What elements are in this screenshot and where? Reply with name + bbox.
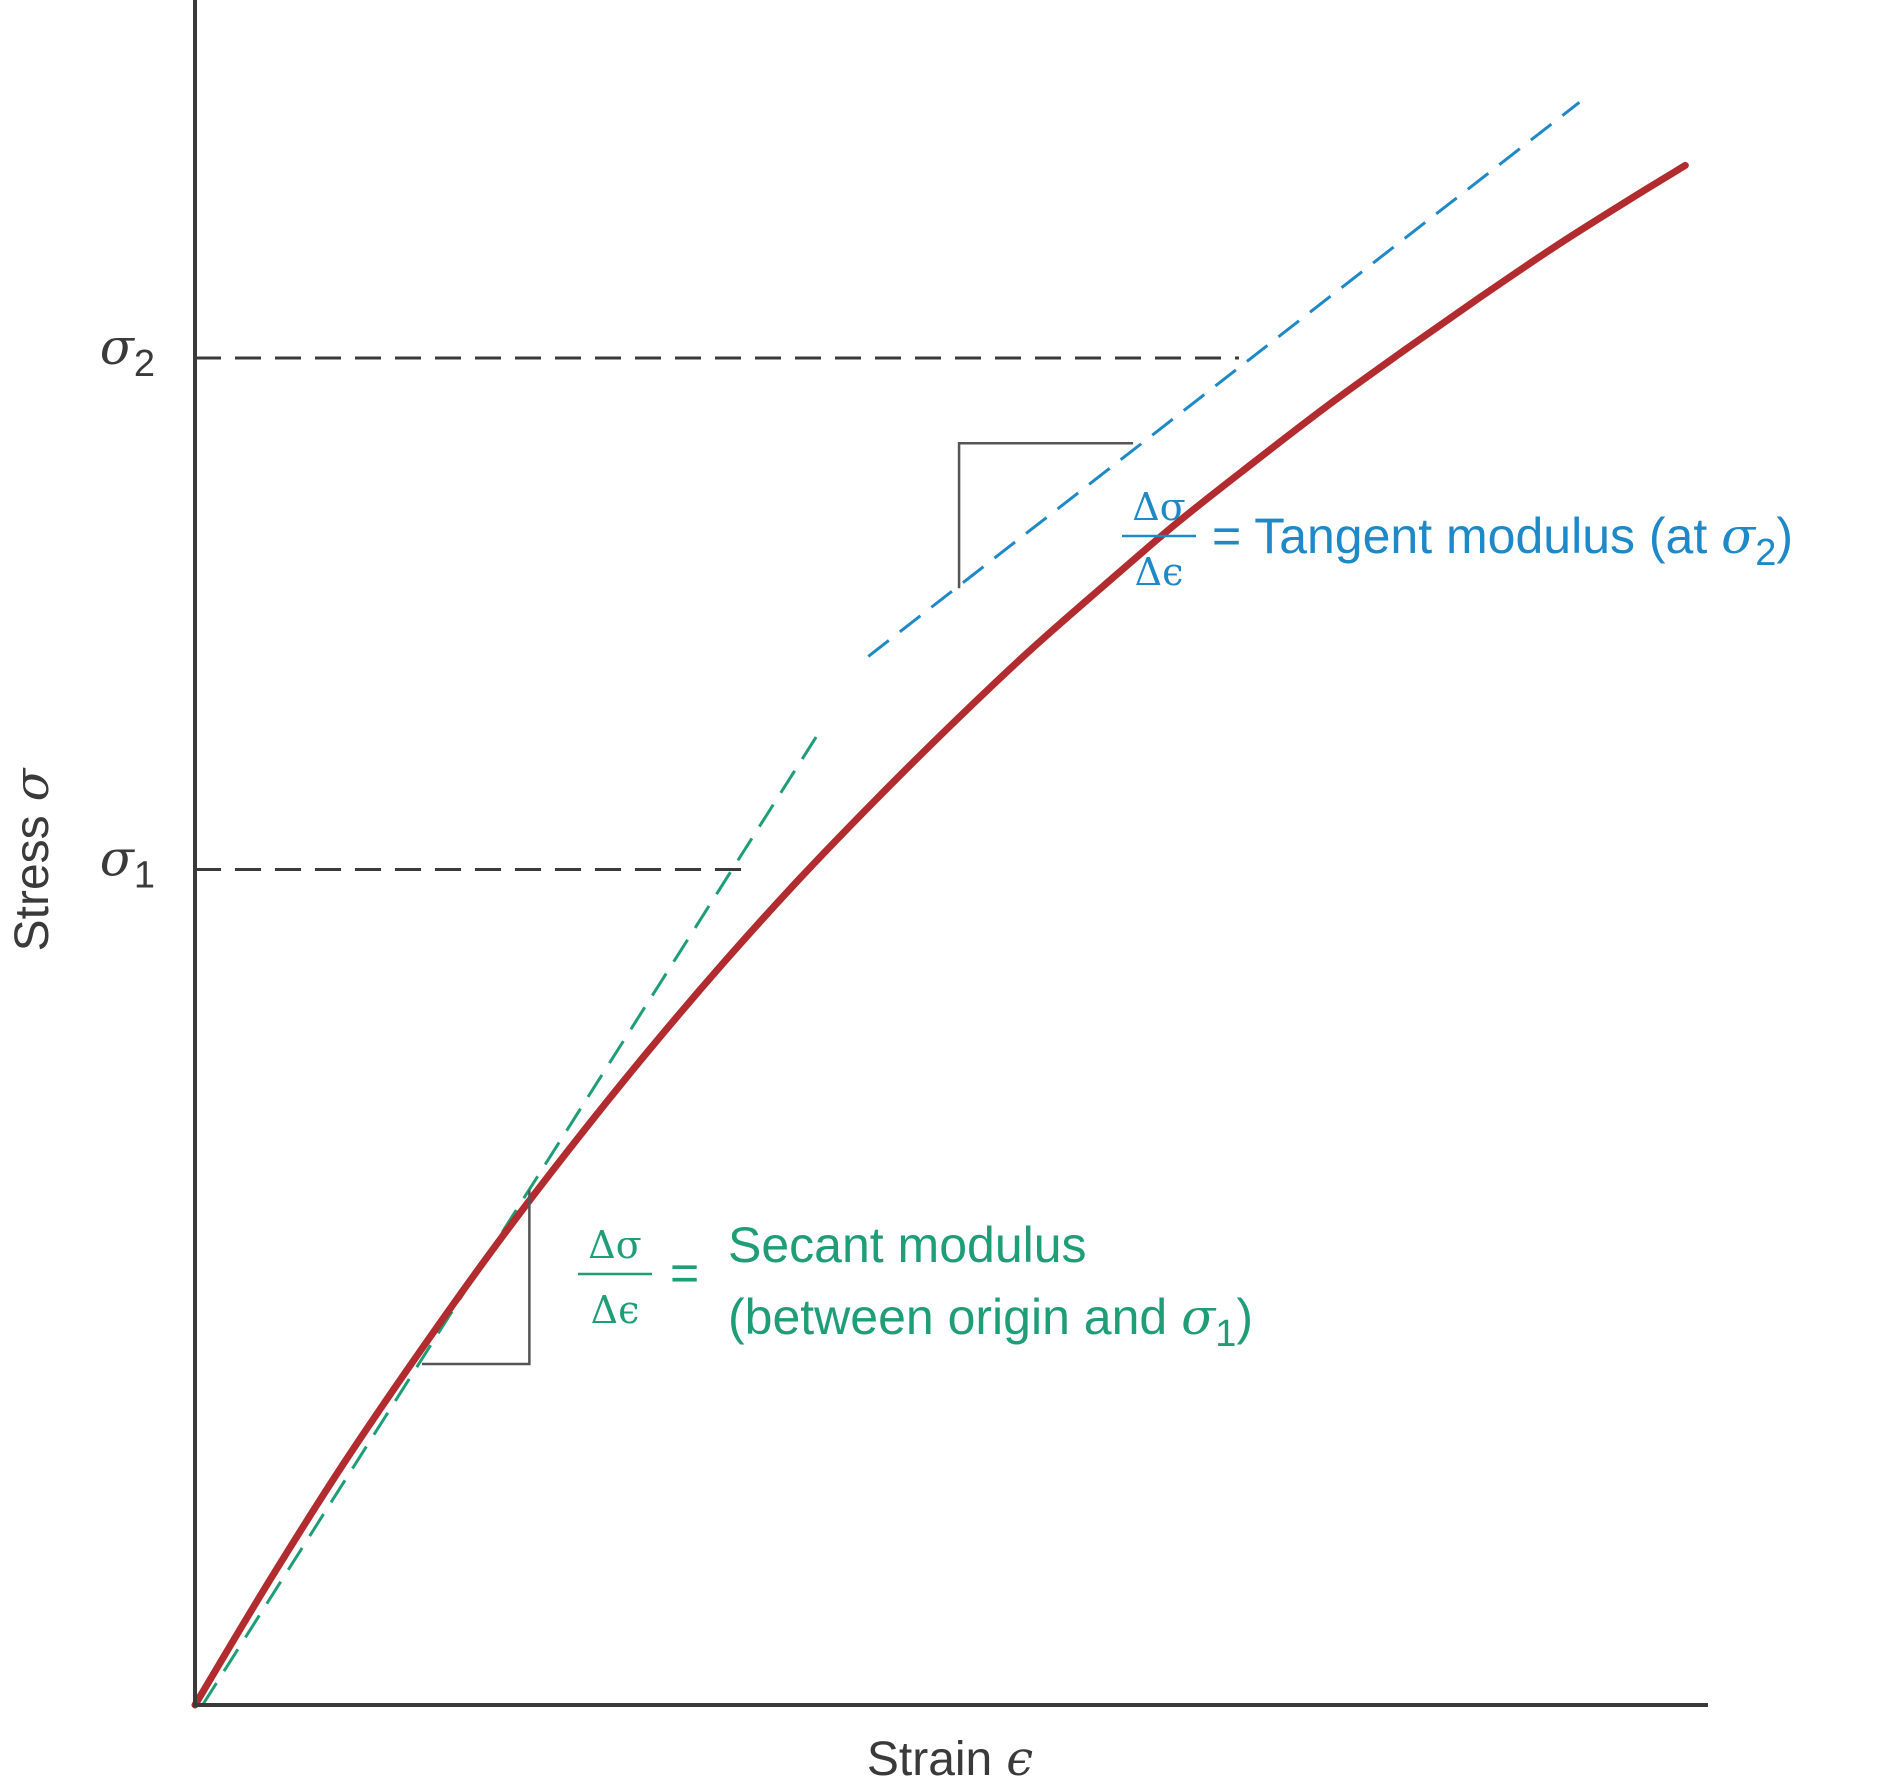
guide-lines bbox=[195, 356, 1239, 872]
secant-frac-denominator: Δϵ bbox=[591, 1288, 640, 1332]
x-axis-label: Strain ϵ bbox=[867, 1731, 1033, 1780]
secant-label-subscript: 1 bbox=[1215, 1313, 1236, 1355]
stress-strain-curve bbox=[191, 161, 1689, 1709]
y-tick-subscript: 1 bbox=[134, 855, 155, 897]
tangent-frac-numerator: Δσ bbox=[1132, 485, 1185, 529]
x-axis-label-text: Strain bbox=[867, 1733, 992, 1780]
secant-label-symbol: σ bbox=[1181, 1288, 1217, 1346]
secant-frac-numerator: Δσ bbox=[588, 1223, 641, 1267]
tangent-triangle bbox=[957, 442, 1134, 589]
secant-triangle bbox=[421, 1190, 531, 1366]
y-tick-symbol: σ bbox=[100, 830, 136, 888]
tangent-label-subscript: 2 bbox=[1755, 532, 1776, 574]
tangent-label-close: ) bbox=[1776, 508, 1793, 564]
secant-label-line2: (between origin and σ1) bbox=[728, 1288, 1253, 1355]
x-axis-label-symbol: ϵ bbox=[1006, 1731, 1033, 1780]
tangent-annotation: Δσ Δϵ = Tangent modulus (at σ2) bbox=[1122, 485, 1793, 594]
tangent-label-text: = Tangent modulus (at bbox=[1212, 508, 1721, 564]
secant-annotation: Δσ Δϵ = Secant modulus (between origin a… bbox=[578, 1217, 1253, 1355]
secant-label-close: ) bbox=[1236, 1289, 1253, 1345]
tangent-line bbox=[867, 101, 1581, 658]
y-tick-symbol: σ bbox=[100, 318, 136, 376]
tangent-label-symbol: σ bbox=[1721, 507, 1757, 565]
series-layer bbox=[191, 101, 1689, 1709]
tangent-frac-denominator: Δϵ bbox=[1135, 550, 1184, 594]
slope-triangles bbox=[421, 442, 1134, 1366]
y-axis-label-symbol: σ bbox=[4, 767, 60, 801]
secant-line bbox=[201, 725, 825, 1706]
y-tick-label-sigma1: σ1 bbox=[100, 830, 155, 897]
secant-label-text: (between origin and bbox=[728, 1289, 1181, 1345]
secant-equals: = bbox=[670, 1245, 699, 1301]
y-axis-label: Stress σ bbox=[4, 767, 60, 951]
y-tick-subscript: 2 bbox=[134, 343, 155, 385]
secant-label-line1: Secant modulus bbox=[728, 1217, 1087, 1273]
tangent-label: = Tangent modulus (at σ2) bbox=[1212, 507, 1793, 574]
y-axis-label-text: Stress bbox=[6, 815, 59, 951]
y-tick-label-sigma2: σ2 bbox=[100, 318, 155, 385]
